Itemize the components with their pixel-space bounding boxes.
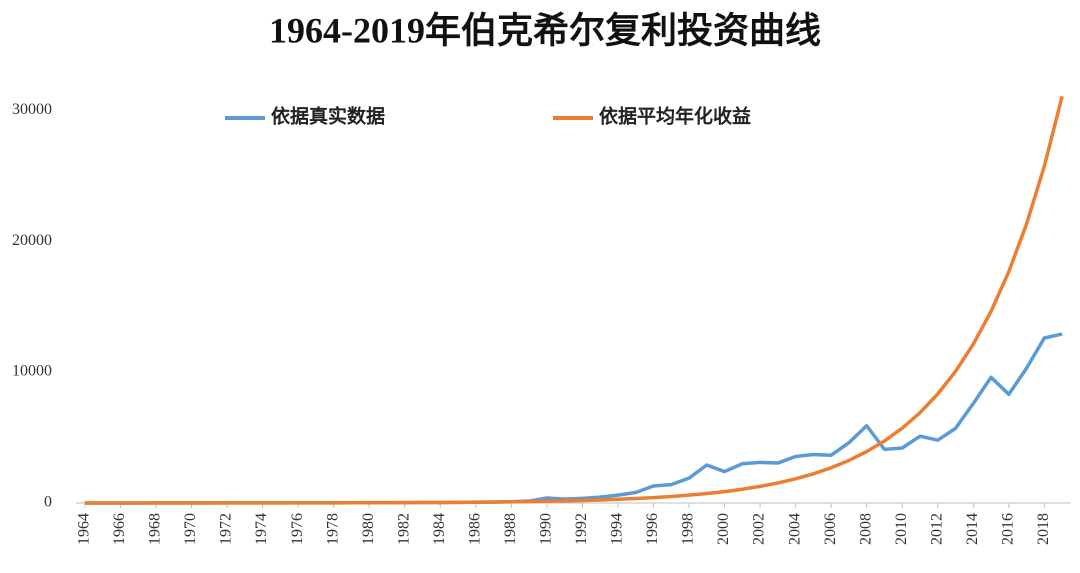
series-line — [84, 95, 1064, 505]
x-tick-label: 1982 — [395, 513, 412, 545]
x-tick-label: 1968 — [147, 513, 164, 545]
x-tick-label: 1986 — [466, 513, 483, 545]
x-tick-label: 1992 — [573, 513, 590, 545]
x-tick-label: 2004 — [786, 513, 803, 545]
x-tick-label: 1996 — [644, 513, 661, 545]
x-tick-label: 2002 — [751, 513, 768, 545]
y-tick-label: 0 — [44, 494, 52, 511]
x-tick-label: 2012 — [928, 513, 945, 545]
x-tick-label: 2008 — [857, 513, 874, 545]
x-tick-label: 1984 — [431, 513, 448, 545]
legend-label: 依据真实数据 — [271, 104, 385, 127]
chart-title: 1964-2019年伯克希尔复利投资曲线 — [269, 10, 821, 50]
x-tick-label: 1990 — [538, 513, 555, 545]
x-tick-label: 2010 — [893, 513, 910, 545]
legend-label: 依据平均年化收益 — [599, 104, 751, 127]
x-tick-label: 2016 — [999, 513, 1016, 545]
x-tick-label: 2018 — [1035, 513, 1052, 545]
x-tick-label: 1988 — [502, 513, 519, 545]
x-tick-label: 1978 — [324, 513, 341, 545]
x-tick-label: 1970 — [182, 513, 199, 545]
x-tick-label: 1980 — [360, 513, 377, 545]
x-tick-label: 1998 — [680, 513, 697, 545]
y-tick-label: 30000 — [12, 101, 52, 118]
x-tick-label: 1964 — [76, 513, 93, 545]
x-tick-label: 1974 — [253, 513, 270, 545]
y-tick-label: 20000 — [12, 232, 52, 249]
x-tick-label: 1972 — [218, 513, 235, 545]
x-tick-label: 2006 — [822, 513, 839, 545]
x-tick-label: 1966 — [111, 513, 128, 545]
x-tick-label: 2000 — [715, 513, 732, 545]
y-tick-label: 10000 — [12, 363, 52, 380]
x-tick-label: 1994 — [609, 513, 626, 545]
x-tick-label: 2014 — [964, 513, 981, 545]
x-tick-label: 1976 — [289, 513, 306, 545]
